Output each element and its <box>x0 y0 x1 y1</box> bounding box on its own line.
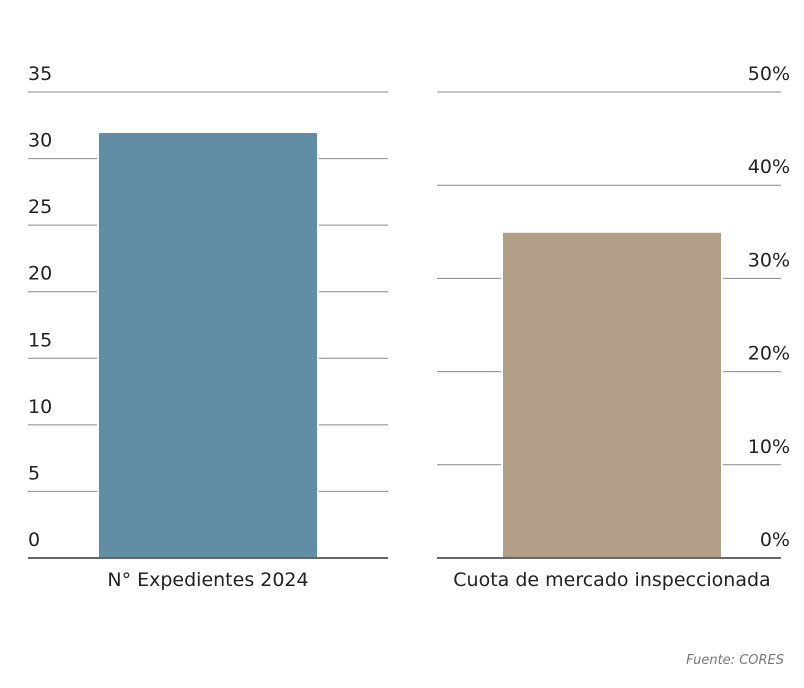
y-tick-label: 20% <box>748 343 790 365</box>
bar <box>97 130 319 559</box>
y-tick-label: 30 <box>28 130 52 152</box>
x-tick-label: N° Expedientes 2024 <box>107 569 308 591</box>
y-tick-label: 35 <box>28 63 52 85</box>
y-tick-label: 15 <box>28 329 52 351</box>
y-tick-label: 20 <box>28 263 52 285</box>
y-tick-label: 25 <box>28 196 52 218</box>
y-tick-label: 50% <box>748 63 790 85</box>
bar <box>501 230 723 560</box>
source: Fuente: CORES <box>686 653 784 668</box>
y-tick-label: 10% <box>748 436 790 458</box>
x-tick-label: Cuota de mercado inspeccionada <box>453 569 770 591</box>
y-tick-label: 40% <box>748 156 790 178</box>
y-tick-label: 10 <box>28 396 52 418</box>
y-tick-label: 5 <box>28 462 40 484</box>
y-tick-label: 30% <box>748 249 790 271</box>
y-tick-label: 0% <box>760 529 790 551</box>
y-tick-label: 0 <box>28 529 40 551</box>
